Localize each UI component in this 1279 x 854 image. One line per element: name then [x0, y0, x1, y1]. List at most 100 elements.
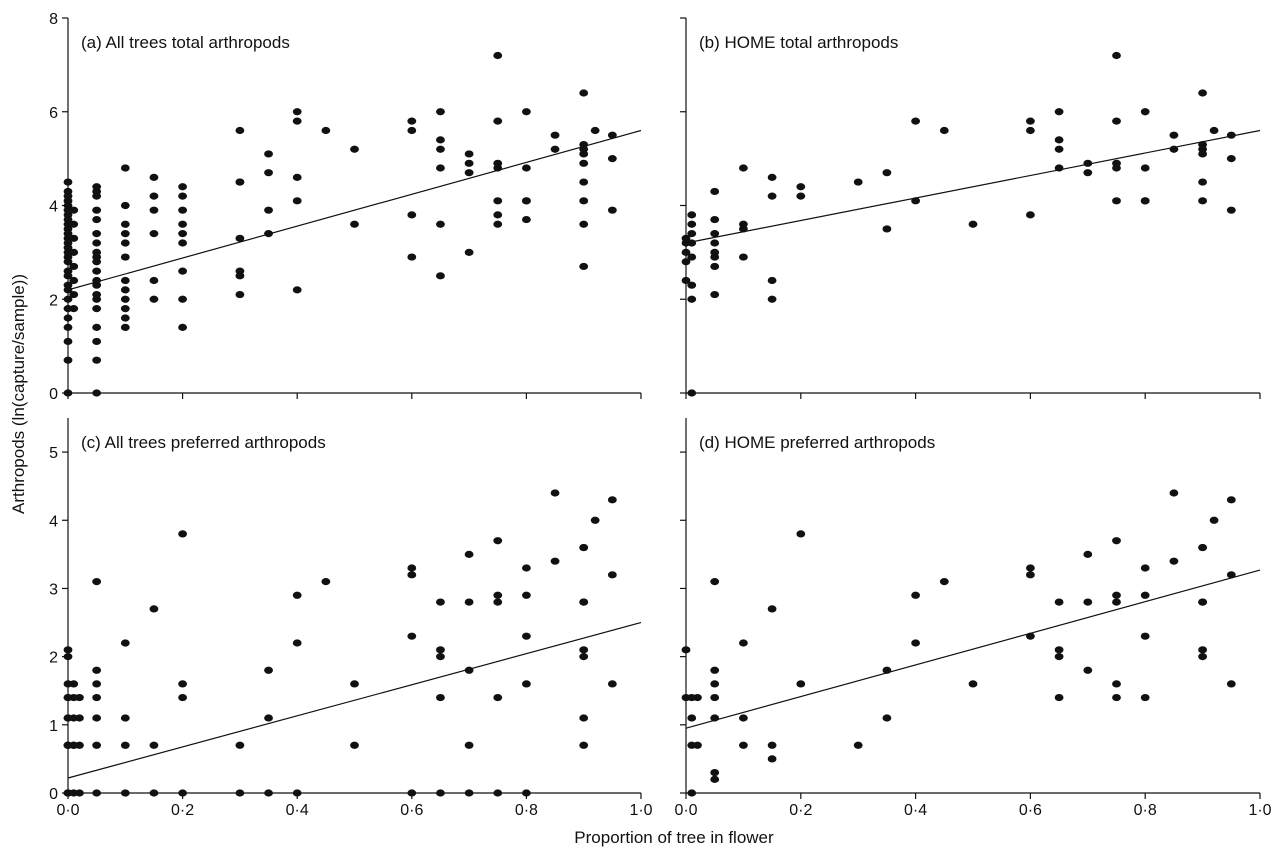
- data-point: [681, 276, 691, 285]
- data-point: [350, 145, 359, 153]
- data-point: [292, 173, 302, 181]
- data-point: [607, 131, 617, 139]
- data-point: [796, 192, 806, 200]
- data-point: [1198, 178, 1207, 186]
- panel-title: (b) HOME total arthropods: [699, 33, 898, 52]
- data-point: [710, 775, 720, 783]
- data-point: [579, 543, 589, 552]
- data-point: [149, 295, 159, 303]
- data-point: [235, 178, 245, 186]
- data-point: [911, 197, 920, 205]
- data-point: [63, 389, 73, 397]
- data-point: [92, 239, 102, 247]
- data-point: [911, 639, 920, 647]
- data-point: [69, 220, 79, 228]
- data-point: [911, 117, 920, 125]
- data-point: [882, 169, 892, 177]
- data-point: [75, 693, 84, 702]
- data-point: [1198, 653, 1207, 661]
- data-point: [321, 126, 331, 135]
- data-point: [464, 169, 474, 177]
- data-point: [1140, 197, 1150, 205]
- data-point: [579, 262, 589, 271]
- data-point: [710, 578, 720, 586]
- data-point: [350, 680, 359, 688]
- data-point: [710, 666, 720, 674]
- panel-c: 0 1 2 3 4 5 0·0 0·2 0·4 0·6 0·8 1·0 (c) All trees pr…: [49, 418, 653, 819]
- data-point: [92, 192, 102, 200]
- data-point: [407, 126, 417, 135]
- data-point: [69, 305, 79, 313]
- data-point: [178, 323, 188, 331]
- data-point: [1054, 653, 1064, 661]
- data-point: [493, 591, 503, 599]
- data-point: [235, 234, 245, 242]
- data-point: [968, 680, 978, 688]
- y-tick-label: 0: [49, 786, 58, 803]
- data-point: [92, 258, 102, 266]
- data-point: [350, 741, 359, 749]
- data-point: [681, 258, 691, 266]
- panel-title: (d) HOME preferred arthropods: [699, 433, 935, 452]
- data-point: [235, 741, 245, 749]
- data-point: [92, 305, 102, 313]
- data-point: [120, 305, 130, 313]
- data-point: [1054, 145, 1064, 153]
- data-point: [92, 714, 102, 722]
- data-point: [522, 215, 531, 224]
- data-point: [493, 117, 503, 125]
- data-point: [292, 197, 302, 205]
- data-point: [579, 646, 589, 654]
- data-point: [1083, 550, 1093, 558]
- data-point: [1112, 164, 1121, 172]
- data-point: [63, 178, 73, 186]
- data-point: [493, 211, 503, 219]
- data-point: [75, 789, 84, 797]
- x-tick-label: 0·4: [904, 802, 927, 819]
- data-point: [75, 714, 84, 722]
- data-point: [590, 126, 600, 135]
- data-point: [235, 126, 245, 135]
- data-point: [1198, 543, 1207, 552]
- x-tick-label: 1·0: [1248, 802, 1271, 819]
- data-point: [1140, 693, 1150, 702]
- data-point: [92, 789, 102, 797]
- data-point: [69, 290, 79, 299]
- data-point: [1083, 666, 1093, 674]
- data-point: [92, 389, 102, 397]
- data-point: [464, 741, 474, 749]
- data-point: [63, 258, 73, 266]
- data-point: [436, 272, 445, 280]
- data-point: [149, 206, 159, 214]
- data-point: [92, 267, 102, 275]
- data-point: [63, 295, 73, 303]
- data-point: [120, 714, 130, 722]
- data-point: [292, 286, 302, 294]
- data-point: [681, 646, 691, 654]
- data-point: [522, 108, 531, 116]
- data-point: [1112, 51, 1121, 60]
- data-point: [522, 591, 531, 599]
- data-point: [1026, 564, 1035, 572]
- data-point: [120, 314, 130, 322]
- data-point: [1083, 159, 1093, 167]
- data-point: [149, 230, 159, 238]
- data-point: [264, 666, 273, 674]
- data-point: [178, 239, 188, 247]
- data-point: [149, 789, 159, 797]
- data-point: [92, 741, 102, 749]
- data-point: [710, 290, 720, 299]
- data-point: [292, 117, 302, 125]
- x-tick-label: 0·6: [1019, 802, 1042, 819]
- x-tick-label: 1·0: [629, 802, 652, 819]
- data-point: [1198, 646, 1207, 654]
- data-point: [493, 164, 503, 172]
- data-point: [178, 183, 188, 191]
- data-point: [264, 714, 273, 722]
- data-point: [687, 230, 697, 238]
- y-tick-label: 6: [49, 105, 58, 122]
- data-point: [767, 295, 777, 303]
- data-point: [292, 591, 302, 599]
- y-tick-label: 4: [49, 199, 58, 216]
